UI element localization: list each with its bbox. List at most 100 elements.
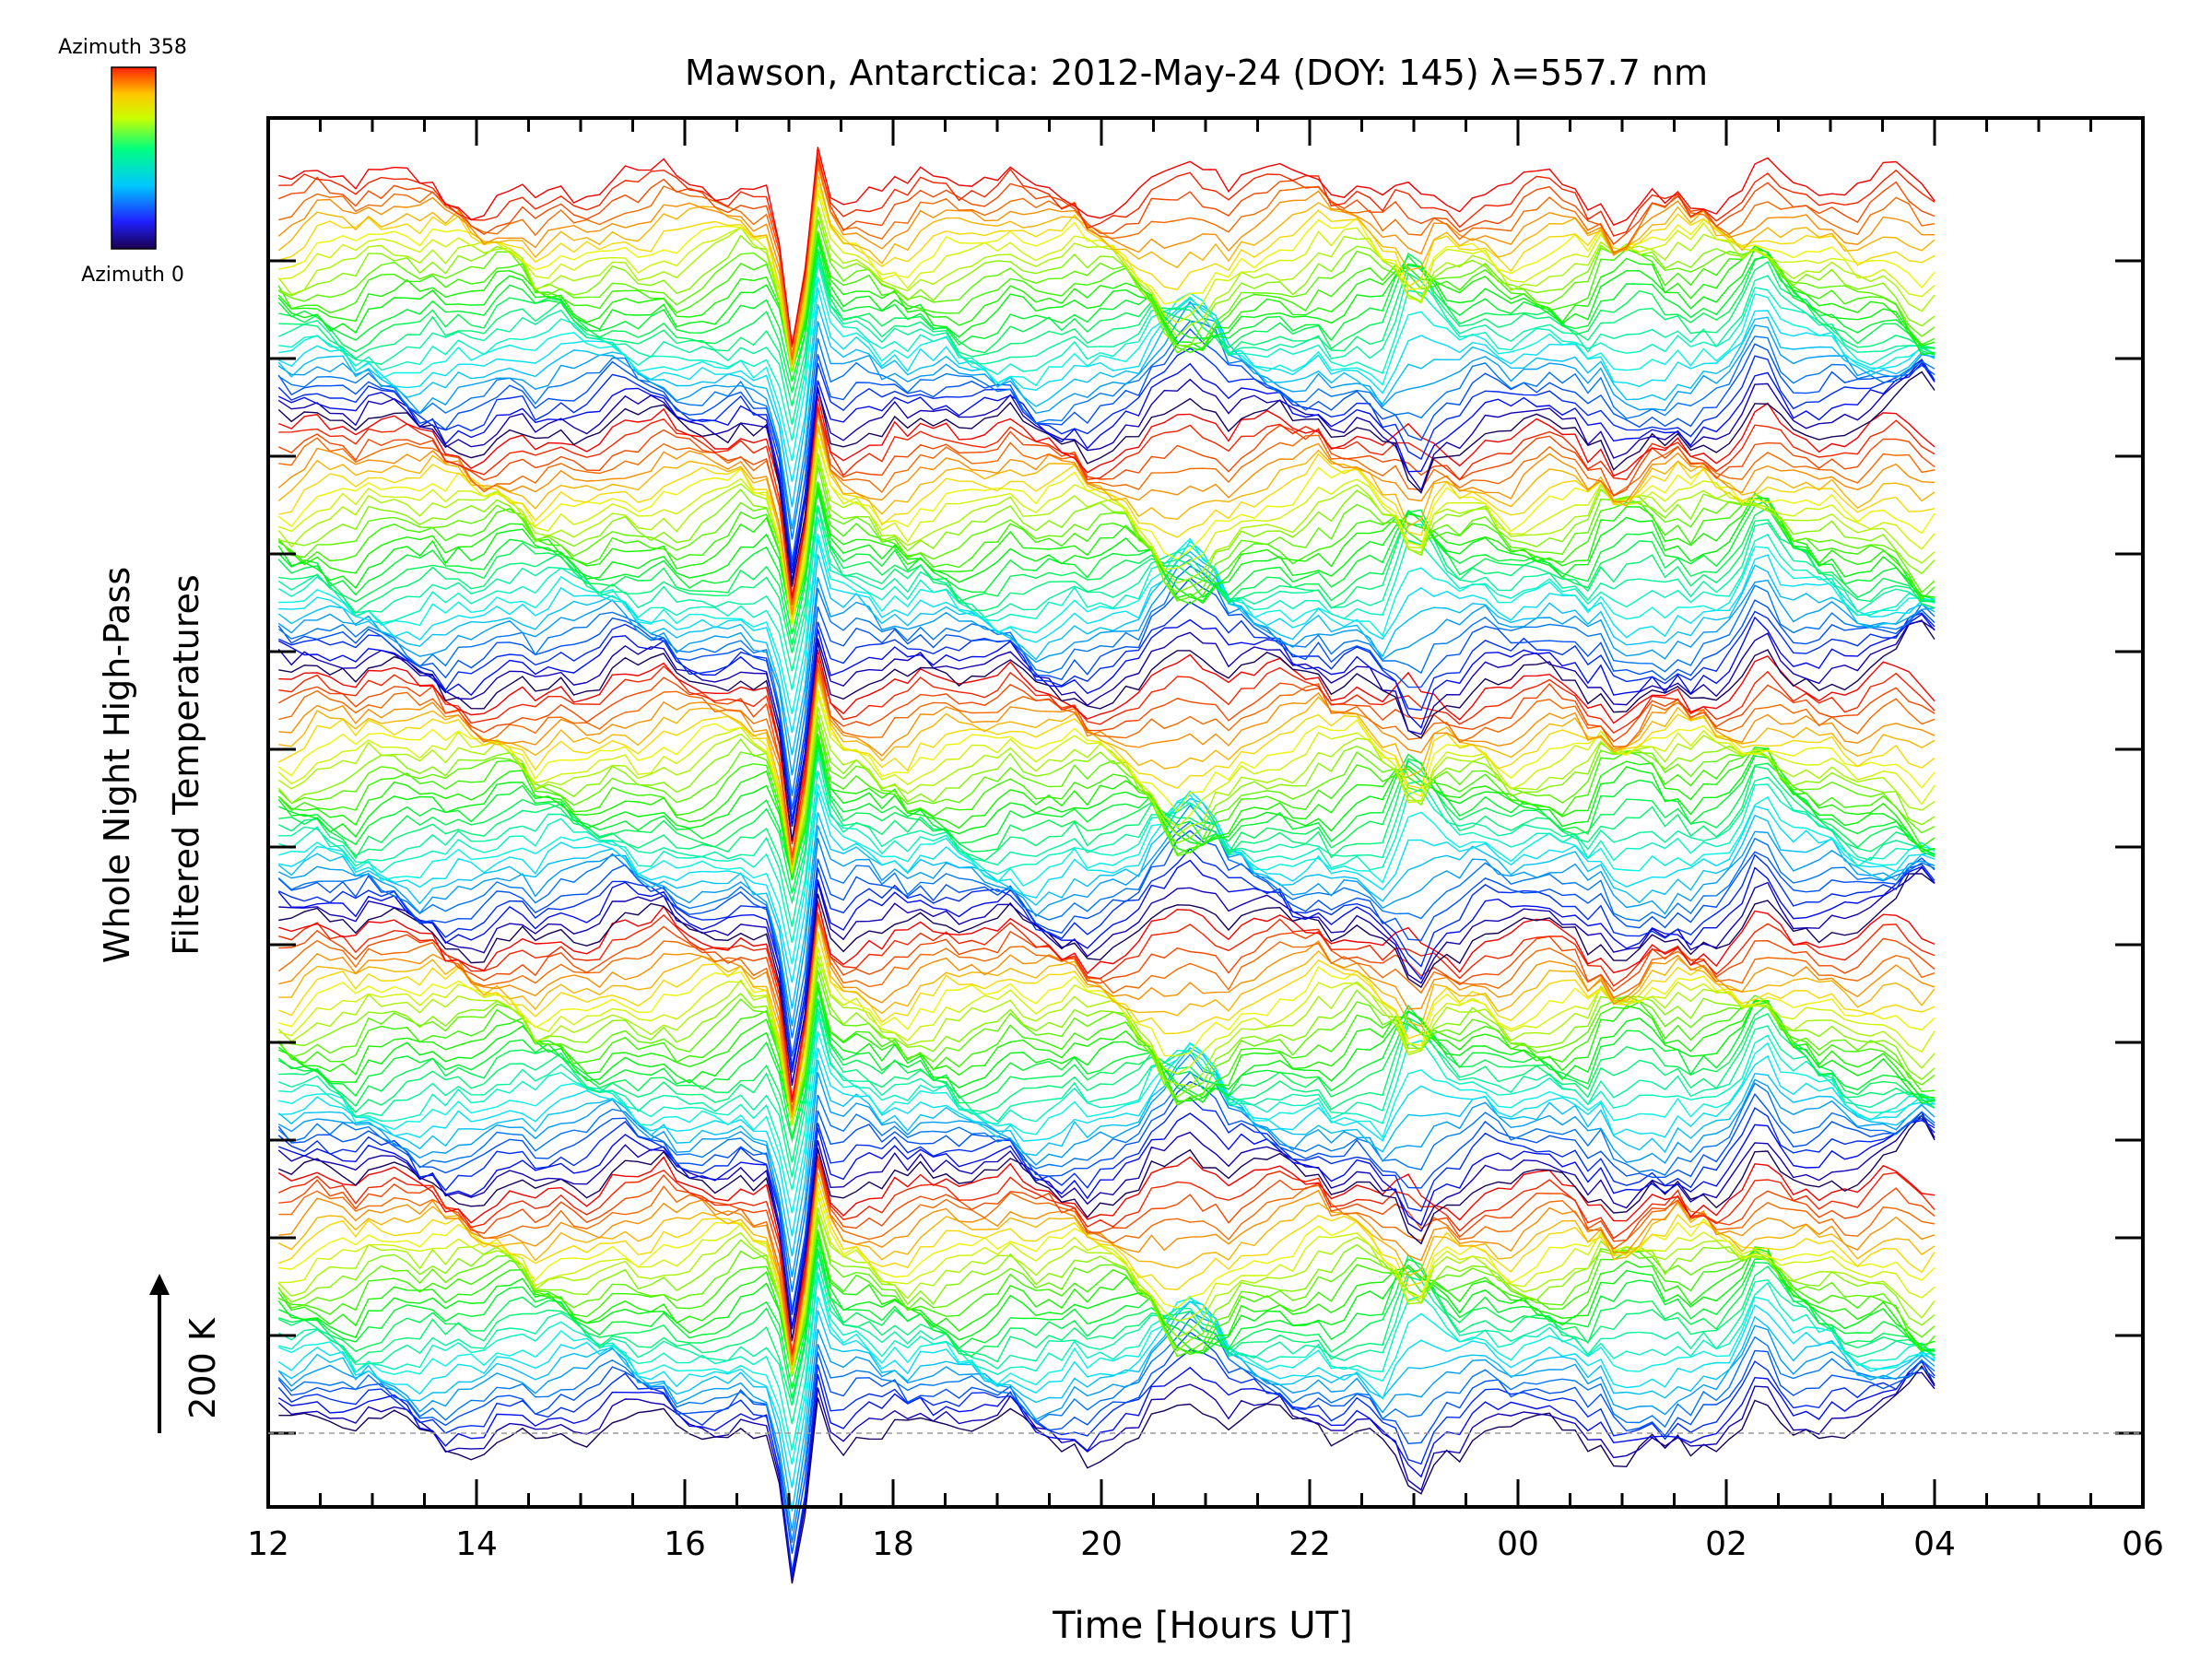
- series-line: [277, 565, 1936, 796]
- x-tick-label: 22: [1288, 1525, 1331, 1563]
- series-line: [277, 916, 1936, 1112]
- series-line: [277, 1071, 1936, 1292]
- series-line: [277, 487, 1936, 624]
- series-line: [277, 361, 1936, 574]
- series-line: [277, 1080, 1936, 1311]
- colorbar-bottom-label: Azimuth 0: [81, 264, 184, 287]
- series-line: [277, 613, 1936, 827]
- series-line: [277, 1171, 1936, 1362]
- series-line: [277, 677, 1936, 865]
- x-tick-label: 18: [872, 1525, 914, 1563]
- x-tick-label: 02: [1705, 1525, 1747, 1563]
- series-line: [278, 790, 1936, 983]
- series-line: [277, 488, 1936, 635]
- series-line: [277, 998, 1936, 1143]
- series-line: [278, 250, 1936, 406]
- series-line: [277, 1148, 1936, 1342]
- series-line: [278, 1014, 1936, 1191]
- series-line: [277, 481, 1936, 618]
- series-line: [278, 1163, 1936, 1355]
- colorbar-top-label: Azimuth 358: [58, 36, 187, 59]
- series-line: [277, 1046, 1936, 1257]
- series-line: [277, 733, 1936, 871]
- series-line: [277, 689, 1936, 869]
- series-line: [277, 412, 1936, 616]
- series-line: [277, 1232, 1936, 1375]
- series-line: [278, 619, 1936, 841]
- series-line: [277, 1111, 1936, 1330]
- series-line: [278, 256, 1936, 425]
- series-line: [277, 1230, 1936, 1376]
- series-line: [278, 162, 1936, 360]
- series-line: [278, 1159, 1936, 1358]
- series-line: [278, 601, 1936, 820]
- series-line: [278, 741, 1936, 881]
- series-line: [278, 441, 1936, 627]
- series-line: [277, 1097, 1936, 1315]
- x-axis-label: Time [Hours UT]: [1052, 1605, 1352, 1647]
- series-line: [278, 912, 1936, 1103]
- traces: [277, 147, 1936, 1584]
- series-line: [277, 797, 1936, 1009]
- series-line: [277, 483, 1936, 619]
- series-line: [277, 830, 1936, 1057]
- series-line: [278, 649, 1936, 843]
- series-line: [277, 320, 1936, 540]
- series-line: [278, 407, 1936, 606]
- series-line: [278, 1189, 1936, 1368]
- series-line: [277, 655, 1936, 858]
- series-line: [277, 453, 1936, 623]
- series-line: [278, 457, 1936, 623]
- series-line: [278, 900, 1936, 1102]
- series-line: [277, 713, 1936, 868]
- x-tick-label: 00: [1497, 1525, 1539, 1563]
- x-tick-label: 16: [664, 1525, 706, 1563]
- series-line: [278, 1030, 1936, 1214]
- chart-title: Mawson, Antarctica: 2012-May-24 (DOY: 14…: [685, 53, 1708, 93]
- series-line: [277, 1371, 1936, 1579]
- series-line: [277, 577, 1936, 810]
- series-line: [277, 505, 1936, 672]
- series-line: [278, 1248, 1936, 1400]
- series-line: [277, 859, 1936, 1073]
- series-line: [278, 158, 1936, 347]
- series-line: [277, 738, 1936, 881]
- series-line: [277, 173, 1936, 366]
- series-line: [277, 302, 1936, 508]
- x-tick-label: 12: [247, 1525, 289, 1563]
- series-line: [277, 722, 1936, 877]
- series-line: [277, 1360, 1936, 1579]
- colorbar-gradient: [111, 66, 157, 250]
- series-line: [277, 206, 1936, 371]
- colorbar: Azimuth 358 Azimuth 0: [58, 36, 187, 287]
- series-line: [277, 694, 1936, 874]
- series-line: [277, 1206, 1936, 1373]
- y-axis-label-line1: Whole Night High-Pass: [97, 567, 137, 963]
- series-line: [277, 1300, 1936, 1512]
- series-line: [277, 166, 1935, 356]
- series-line: [278, 395, 1936, 599]
- series-line: [278, 1007, 1936, 1178]
- series-line: [278, 658, 1936, 845]
- series-line: [278, 288, 1936, 482]
- series-line: [278, 538, 1936, 734]
- series-line: [277, 1296, 1936, 1488]
- series-line: [278, 192, 1936, 366]
- series-line: [278, 847, 1936, 1067]
- series-line: [278, 770, 1936, 944]
- series-line: [277, 327, 1936, 561]
- series-line: [278, 407, 1936, 598]
- series-line: [278, 276, 1936, 462]
- series-line: [278, 181, 1936, 364]
- series-line: [278, 504, 1936, 653]
- y-axis-label-line2: Filtered Temperatures: [166, 574, 206, 955]
- series-line: [277, 516, 1936, 690]
- x-tick-label: 20: [1080, 1525, 1123, 1563]
- series-line: [278, 1272, 1936, 1451]
- series-line: [277, 981, 1936, 1124]
- series-line: [278, 534, 1936, 714]
- series-line: [278, 664, 1936, 859]
- series-line: [278, 1155, 1936, 1355]
- series-line: [278, 403, 1936, 605]
